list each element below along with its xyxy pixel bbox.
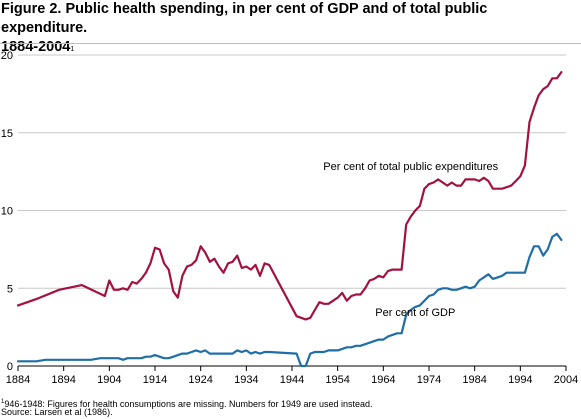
y-tick-label-0: 0 [7, 361, 13, 373]
source-note: Source: Larsen et al (1986). [1, 407, 113, 417]
x-tick-label-1984: 1984 [462, 374, 486, 386]
y-tick-label-5: 5 [7, 283, 13, 295]
x-tick-label-1914: 1914 [143, 374, 167, 386]
footnote-text: 1946-1948: Figures for health consumptio… [1, 399, 373, 409]
x-tick-label-1974: 1974 [417, 374, 441, 386]
footnote-marker: 1 [1, 399, 5, 405]
footnote: 1946-1948: Figures for health consumptio… [1, 397, 373, 410]
x-tick-label-1884: 1884 [6, 374, 30, 386]
title-footnote-marker: 1 [70, 46, 75, 53]
x-tick-label-1954: 1954 [325, 374, 349, 386]
chart-title: Figure 2. Public health spending, in per… [1, 0, 576, 57]
x-tick-label-1934: 1934 [234, 374, 258, 386]
x-tick-label-1994: 1994 [508, 374, 532, 386]
x-tick-label-1904: 1904 [97, 374, 121, 386]
series-line-per-cent-of-total-public-expenditures [16, 71, 563, 321]
y-tick-label-20: 20 [1, 50, 13, 62]
annotation-total-public-expenditures: Per cent of total public expenditures [323, 161, 498, 173]
series-line-per-cent-of-gdp [16, 232, 563, 368]
x-tick-label-1944: 1944 [280, 374, 304, 386]
x-tick-label-1894: 1894 [51, 374, 75, 386]
x-tick-label-1964: 1964 [371, 374, 395, 386]
y-tick-label-15: 15 [1, 128, 13, 140]
x-tick-label-2004: 2004 [554, 374, 578, 386]
chart-title-line1: Figure 2. Public health spending, in per… [1, 1, 488, 36]
y-tick-label-10: 10 [1, 206, 13, 218]
x-tick-label-1924: 1924 [188, 374, 212, 386]
annotation-gdp: Per cent of GDP [375, 307, 455, 319]
title-divider [0, 43, 581, 44]
